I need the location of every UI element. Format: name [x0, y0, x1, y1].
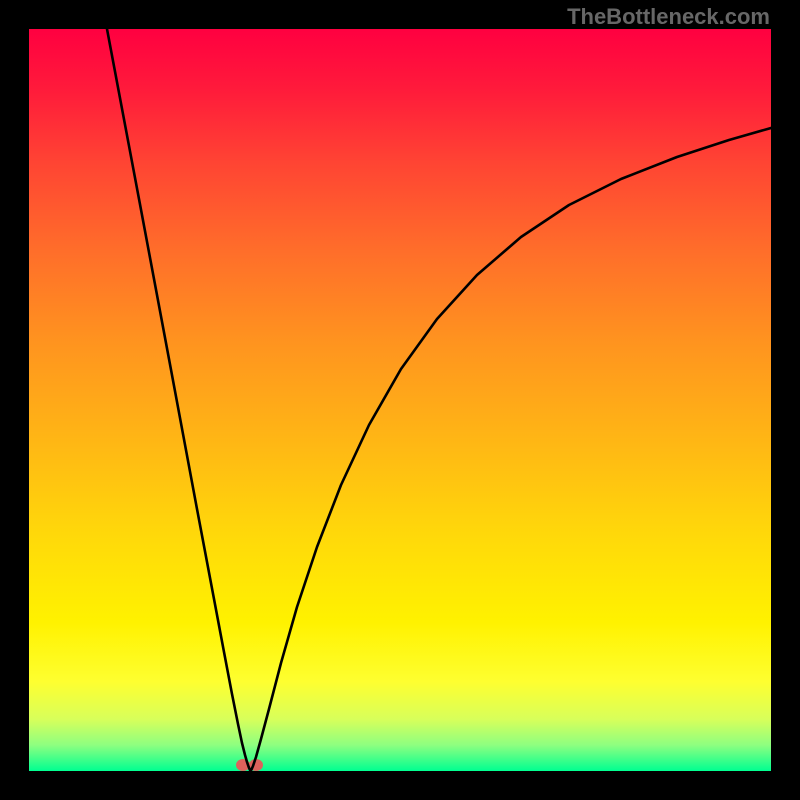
curve-path: [107, 29, 771, 771]
plot-area: [29, 29, 771, 771]
watermark-text: TheBottleneck.com: [567, 4, 770, 30]
bottleneck-curve: [29, 29, 771, 771]
